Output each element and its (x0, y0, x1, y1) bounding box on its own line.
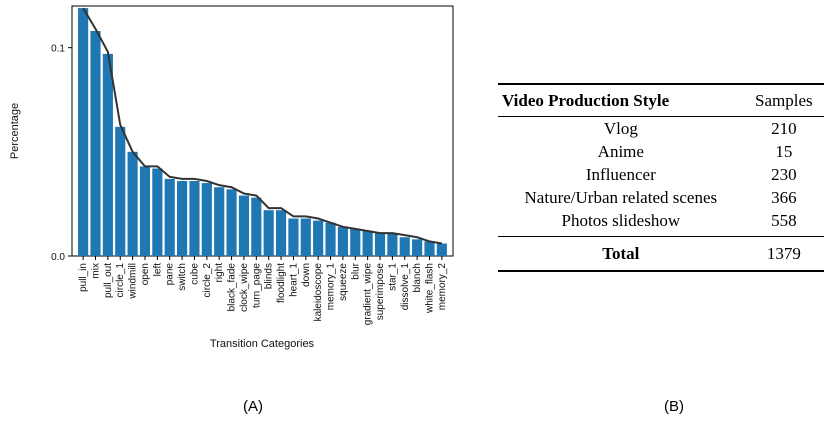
bar-blur (350, 228, 361, 256)
bar-squeeze (337, 226, 348, 256)
row-style: Vlog (603, 119, 638, 138)
x-tick-label: superimpose (375, 263, 386, 321)
total-label: Total (602, 244, 640, 263)
table-row: Vlog 210 (498, 117, 824, 141)
x-tick-label: right (214, 263, 225, 283)
production-style-table-wrap: Video Production Style Samples Vlog 210 … (498, 83, 824, 272)
x-tick-label: heart_1 (288, 263, 299, 297)
row-samples: 366 (771, 188, 797, 207)
x-tick-label: star_1 (387, 263, 398, 291)
row-style: Anime (597, 142, 644, 161)
x-tick-label: left (152, 263, 163, 277)
bar-memory_2 (436, 243, 447, 256)
bar-pane (164, 178, 175, 256)
bar-heart_1 (288, 218, 299, 256)
bar-star_1 (387, 233, 398, 256)
x-tick-label: circle_2 (202, 263, 213, 298)
production-style-table: Video Production Style Samples Vlog 210 … (498, 83, 824, 272)
bar-circle_2 (201, 183, 212, 256)
bar-kaleidoscope (313, 220, 324, 256)
row-samples: 15 (775, 142, 793, 161)
x-tick-label: turn_page (251, 263, 262, 308)
panel-label-b: (B) (664, 398, 684, 415)
row-style: Nature/Urban related scenes (524, 188, 718, 207)
x-tick-label: down (301, 263, 312, 287)
x-tick-label: blinds (264, 263, 275, 289)
header-samples: Samples (755, 91, 813, 110)
transition-bar-chart: 0.0 0.1 pull_in mix pull_out circle_1 windmil… (9, 5, 454, 350)
bar-turn_page (251, 197, 262, 256)
x-tick-label: memory_2 (437, 263, 448, 311)
bar-windmill (127, 151, 138, 256)
bar-blanch (412, 239, 423, 256)
plot-area-frame (71, 5, 454, 257)
bar-floodlight (275, 210, 287, 256)
table-row: Nature/Urban related scenes 366 (498, 186, 824, 209)
x-tick-label: pull_out (103, 263, 114, 298)
x-tick-label: switch (177, 263, 188, 291)
bar-dissolve_1 (399, 237, 410, 256)
trend-line (82, 7, 443, 245)
bars-group (78, 8, 447, 256)
x-tick-label: blanch (412, 263, 423, 292)
x-axis-ticks: pull_in mix pull_out circle_1 windmill open le… (78, 256, 448, 325)
table-total-row: Total 1379 (498, 236, 824, 271)
row-samples: 210 (771, 119, 797, 138)
row-style: Photos slideshow (561, 211, 681, 230)
x-tick-label: open (140, 263, 151, 285)
x-tick-label: floodlight (276, 263, 287, 303)
bar-mix (90, 31, 101, 256)
x-tick-label: gradient_wipe (363, 263, 374, 326)
y-axis-ticks: 0.0 0.1 (51, 44, 72, 263)
y-axis-title: Percentage (9, 103, 21, 159)
table-row: Anime 15 (498, 140, 824, 163)
total-samples: 1379 (766, 244, 801, 263)
y-tick-label: 0.1 (51, 44, 65, 55)
bar-down (300, 218, 311, 256)
x-tick-label: pull_in (78, 263, 89, 292)
bar-switch (177, 181, 188, 256)
bar-pull_out (102, 53, 113, 256)
row-style: Influencer (585, 165, 656, 184)
x-tick-label: clock_wipe (239, 263, 250, 312)
x-tick-label: windmill (128, 263, 139, 300)
bar-blinds (263, 210, 274, 256)
bar-circle_1 (115, 126, 126, 256)
x-tick-label: kaleidoscope (313, 263, 324, 322)
bar-white_flash (424, 241, 435, 256)
table-row: Photos slideshow 558 (498, 209, 824, 237)
x-tick-label: mix (91, 263, 102, 279)
bar-right (214, 187, 225, 256)
bar-superimpose (374, 233, 386, 256)
x-tick-label: cube (189, 263, 200, 285)
bar-left (152, 168, 163, 256)
x-tick-label: circle_1 (115, 263, 126, 298)
x-tick-label: squeeze (338, 263, 349, 301)
x-tick-label: memory_1 (326, 263, 337, 311)
row-samples: 558 (771, 211, 797, 230)
table-row: Influencer 230 (498, 163, 824, 186)
bar-cube (189, 181, 200, 256)
x-tick-label: dissolve_1 (400, 263, 411, 311)
x-axis-title: Transition Categories (210, 338, 315, 350)
table-header-row: Video Production Style Samples (498, 84, 824, 117)
x-tick-label: white_flash (425, 263, 436, 314)
x-tick-label: pane (165, 263, 176, 286)
row-samples: 230 (771, 165, 797, 184)
x-tick-label: blur (350, 262, 361, 279)
bar-memory_1 (325, 222, 336, 256)
bar-black_fade (226, 189, 237, 256)
y-tick-label: 0.0 (51, 252, 65, 263)
bar-open (139, 166, 151, 256)
bar-gradient_wipe (362, 231, 373, 256)
bar-clock_wipe (238, 195, 250, 256)
panel-label-a: (A) (243, 398, 263, 415)
header-style: Video Production Style (502, 91, 670, 110)
x-tick-label: black_fade (227, 263, 238, 312)
bar-pull_in (78, 8, 89, 256)
